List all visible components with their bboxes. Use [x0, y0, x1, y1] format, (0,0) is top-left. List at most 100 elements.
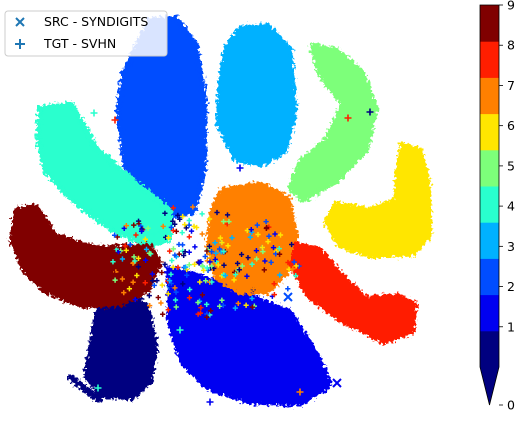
tgt-point [134, 272, 140, 279]
colorbar-tick-label: 0 [507, 398, 515, 413]
tgt-point [180, 213, 186, 220]
legend-label: TGT - SVHN [43, 36, 116, 51]
tgt-point [293, 263, 299, 269]
tgt-point [181, 252, 187, 259]
tgt-point [239, 263, 245, 269]
tgt-point [277, 251, 283, 257]
tgt-point [170, 205, 176, 211]
tgt-point [138, 228, 145, 234]
tgt-point [204, 258, 210, 264]
colorbar-tick-label: 1 [507, 319, 515, 334]
tgt-point [186, 222, 192, 228]
src-point [332, 378, 342, 388]
tgt-point [122, 243, 128, 249]
tgt-point [167, 283, 173, 290]
tgt-point [217, 235, 224, 241]
tgt-point [208, 346, 216, 354]
tgt-point [170, 246, 177, 252]
tgt-point [234, 214, 240, 220]
tgt-point [192, 244, 198, 250]
tgt-point [160, 223, 166, 229]
tgt-point [245, 248, 252, 254]
tgt-point [111, 244, 117, 250]
tgt-point [90, 109, 98, 117]
tgt-point [119, 256, 126, 262]
tgt-point [263, 225, 269, 231]
colorbar-segment [480, 149, 499, 187]
tgt-point [285, 259, 291, 266]
tgt-point [199, 263, 206, 269]
tgt-point [142, 280, 148, 286]
tgt-point [121, 290, 127, 296]
tgt-point [111, 232, 118, 238]
tgt-point [271, 237, 277, 243]
tgt-point [245, 255, 251, 261]
colorbar-tick-label: 4 [507, 199, 515, 214]
tgt-point [219, 239, 225, 246]
tgt-point [366, 108, 374, 116]
colorbar-tick-label: 2 [507, 279, 515, 294]
tgt-point [170, 227, 176, 234]
tgt-point [177, 216, 183, 222]
tgt-point [176, 326, 184, 334]
tgt-point [147, 303, 153, 309]
tgt-point [208, 263, 215, 269]
tgt-point [158, 300, 164, 306]
tgt-point [236, 267, 242, 273]
tgt-point [236, 164, 244, 172]
tgt-point [196, 259, 202, 265]
tgt-point [277, 272, 283, 278]
tgt-point [173, 304, 179, 310]
colorbar-tick-label: 7 [507, 78, 515, 93]
tgt-point [221, 262, 227, 268]
tgt-point [143, 257, 149, 263]
tgt-point [186, 262, 192, 268]
tgt-point [293, 272, 299, 279]
scattered-points [90, 108, 374, 406]
tgt-point [204, 265, 210, 271]
tgt-point [213, 250, 219, 256]
colorbar-segment [480, 330, 499, 368]
tgt-point [173, 228, 179, 234]
tgt-point [155, 294, 161, 301]
tgt-point [169, 257, 175, 264]
tgt-point [197, 279, 203, 285]
tgt-point [220, 228, 227, 234]
colorbar-extend-arrow [480, 367, 499, 405]
tgt-point [168, 280, 174, 287]
tgt-point [151, 282, 157, 288]
tgt-point [110, 259, 116, 265]
tgt-point [248, 226, 254, 233]
tgt-point [112, 277, 118, 283]
tgt-point [288, 241, 295, 248]
tgt-point [253, 256, 260, 262]
tgt-point [234, 260, 241, 267]
tgt-point [272, 231, 278, 237]
tgt-point [160, 311, 166, 317]
tgt-point [206, 216, 213, 222]
tgt-point [119, 276, 125, 282]
tgt-point [277, 232, 284, 238]
colorbar-outline [479, 4, 500, 406]
tgt-point [176, 251, 182, 257]
tgt-point [154, 278, 160, 284]
tgt-point [172, 297, 179, 303]
tgt-point [159, 269, 165, 276]
cluster-class-3 [215, 23, 298, 167]
tgt-point [168, 271, 174, 277]
tgt-point [249, 261, 255, 267]
tgt-point [182, 222, 188, 228]
tgt-point [216, 246, 223, 252]
tgt-point [220, 302, 226, 309]
tgt-point [194, 224, 200, 231]
legend-box [4, 10, 168, 57]
tgt-point [172, 221, 178, 227]
tgt-point [168, 224, 174, 230]
tgt-point [183, 225, 189, 231]
tgt-point [253, 223, 260, 229]
tgt-point [191, 223, 197, 229]
tgt-point [94, 384, 102, 392]
tgt-point [151, 231, 157, 237]
tgt-point [131, 254, 137, 260]
tgt-point [221, 248, 227, 254]
